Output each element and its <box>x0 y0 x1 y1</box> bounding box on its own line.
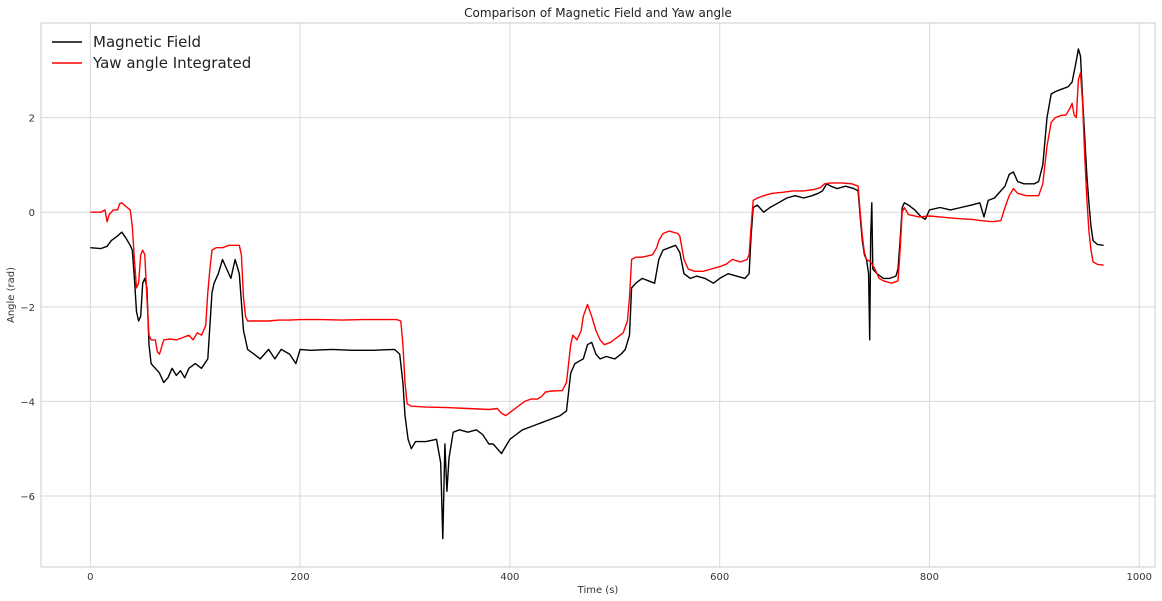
x-tick-label: 600 <box>710 572 729 583</box>
series-line-yaw-angle-integrated <box>90 71 1104 417</box>
x-tick-labels: 0 200 400 600 800 1000 <box>87 572 1152 583</box>
x-tick-label: 800 <box>920 572 939 583</box>
legend: Magnetic Field Yaw angle Integrated <box>52 33 251 72</box>
series-layer <box>90 48 1104 540</box>
x-tick-label: 0 <box>87 572 93 583</box>
x-tick-label: 200 <box>291 572 310 583</box>
chart-title: Comparison of Magnetic Field and Yaw ang… <box>464 6 732 20</box>
x-tick-label: 400 <box>500 572 519 583</box>
y-tick-label: 0 <box>29 208 35 219</box>
series-line-magnetic-field <box>90 48 1104 540</box>
grid-lines <box>41 23 1155 567</box>
legend-label-yaw-angle: Yaw angle Integrated <box>92 54 251 72</box>
y-tick-labels: −6 −4 −2 0 2 <box>20 114 35 503</box>
legend-label-magnetic-field: Magnetic Field <box>93 33 201 51</box>
y-tick-label: 2 <box>29 114 35 125</box>
x-axis-label: Time (s) <box>577 585 619 596</box>
y-tick-label: −4 <box>20 397 35 408</box>
x-tick-label: 1000 <box>1127 572 1152 583</box>
plot-frame <box>40 22 1156 568</box>
y-axis-label: Angle (rad) <box>6 267 17 323</box>
y-tick-label: −2 <box>20 303 35 314</box>
y-tick-label: −6 <box>20 492 35 503</box>
